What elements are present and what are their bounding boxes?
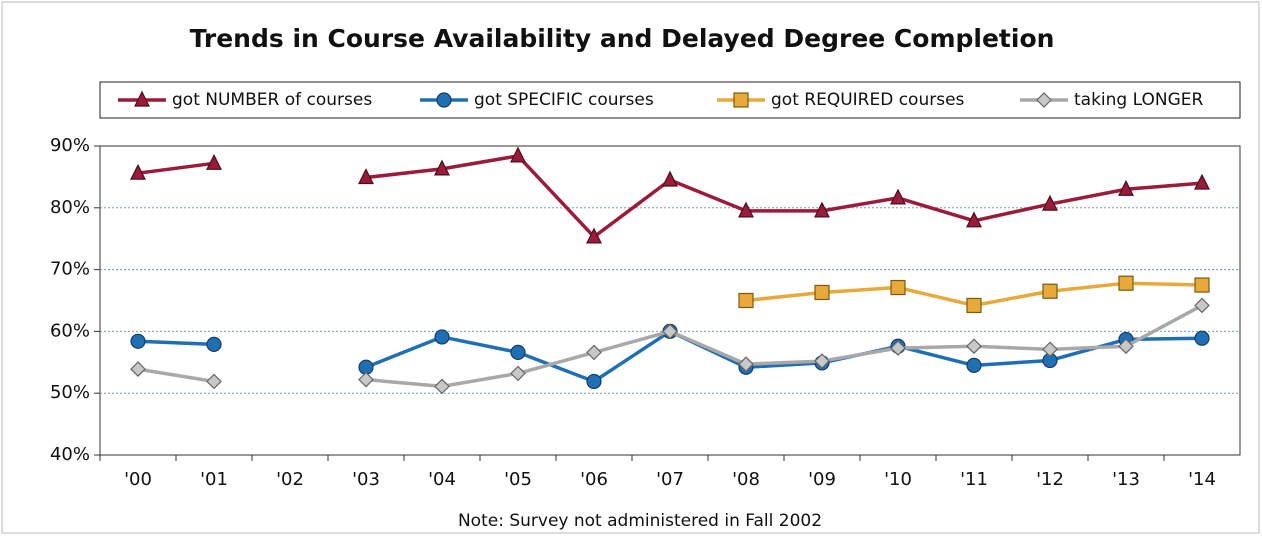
marker — [434, 329, 450, 345]
marker — [434, 378, 450, 395]
plot-area — [99, 145, 1241, 456]
marker — [358, 168, 374, 185]
marker — [738, 201, 754, 218]
marker — [1036, 92, 1052, 108]
marker — [966, 211, 982, 228]
marker — [733, 92, 749, 108]
marker — [662, 323, 678, 340]
marker — [662, 170, 678, 187]
marker — [814, 201, 830, 218]
marker — [1042, 341, 1058, 358]
marker — [890, 340, 906, 356]
x-tick-label: '02 — [276, 469, 304, 490]
marker — [966, 357, 982, 373]
marker — [130, 163, 146, 180]
y-tick-label: 70% — [50, 259, 90, 280]
marker — [436, 92, 452, 108]
x-tick-label: '11 — [960, 469, 988, 490]
series-line — [137, 303, 1203, 389]
x-tick-label: '14 — [1188, 469, 1216, 490]
x-tick-label: '03 — [352, 469, 380, 490]
y-tick-label: 60% — [50, 320, 90, 341]
y-tick-label: 40% — [50, 444, 90, 465]
x-tick-label: '09 — [808, 469, 836, 490]
series-line — [137, 154, 1203, 239]
marker — [890, 279, 906, 296]
marker — [890, 188, 906, 205]
marker — [1194, 330, 1210, 346]
marker — [510, 344, 526, 361]
legend-label: got REQUIRED courses — [771, 90, 965, 110]
marker — [510, 365, 526, 382]
y-tick-label: 80% — [50, 197, 90, 218]
marker — [966, 297, 982, 314]
marker — [510, 146, 526, 163]
x-tick-label: '00 — [124, 469, 152, 490]
marker — [1194, 173, 1210, 190]
x-tick-label: '04 — [428, 469, 456, 490]
marker — [206, 373, 222, 390]
x-tick-label: '10 — [884, 469, 912, 490]
marker — [738, 356, 754, 373]
x-tick-label: '01 — [200, 469, 228, 490]
marker — [206, 336, 222, 352]
marker — [1194, 277, 1210, 293]
legend-label: got NUMBER of courses — [172, 90, 372, 110]
x-tick-label: '12 — [1036, 469, 1064, 490]
series-line — [137, 329, 1203, 384]
x-tick-label: '06 — [580, 469, 608, 490]
marker — [966, 338, 982, 355]
marker — [134, 90, 150, 107]
marker — [586, 227, 602, 244]
marker — [358, 371, 374, 388]
legend-label: got SPECIFIC courses — [474, 90, 654, 110]
x-tick-label: '05 — [504, 469, 532, 490]
marker — [1042, 194, 1058, 211]
marker — [130, 333, 146, 349]
marker — [1118, 179, 1134, 196]
marker — [738, 292, 754, 309]
marker — [1194, 297, 1210, 314]
marker — [586, 373, 602, 390]
marker — [434, 159, 450, 176]
marker — [814, 353, 830, 369]
marker — [1118, 275, 1134, 291]
marker — [206, 153, 222, 170]
x-tick-label: '07 — [656, 469, 684, 490]
y-tick-label: 90% — [50, 135, 90, 156]
x-tick-label: '13 — [1112, 469, 1140, 490]
x-tick-label: '08 — [732, 469, 760, 490]
marker — [814, 284, 830, 301]
chart-title: Trends in Course Availability and Delaye… — [190, 24, 1055, 53]
marker — [130, 361, 146, 377]
y-tick-label: 50% — [50, 382, 90, 403]
marker — [1118, 338, 1134, 355]
note: Note: Survey not administered in Fall 20… — [458, 511, 822, 531]
legend-label: taking LONGER — [1074, 90, 1203, 110]
marker — [586, 344, 602, 361]
marker — [1042, 283, 1058, 299]
